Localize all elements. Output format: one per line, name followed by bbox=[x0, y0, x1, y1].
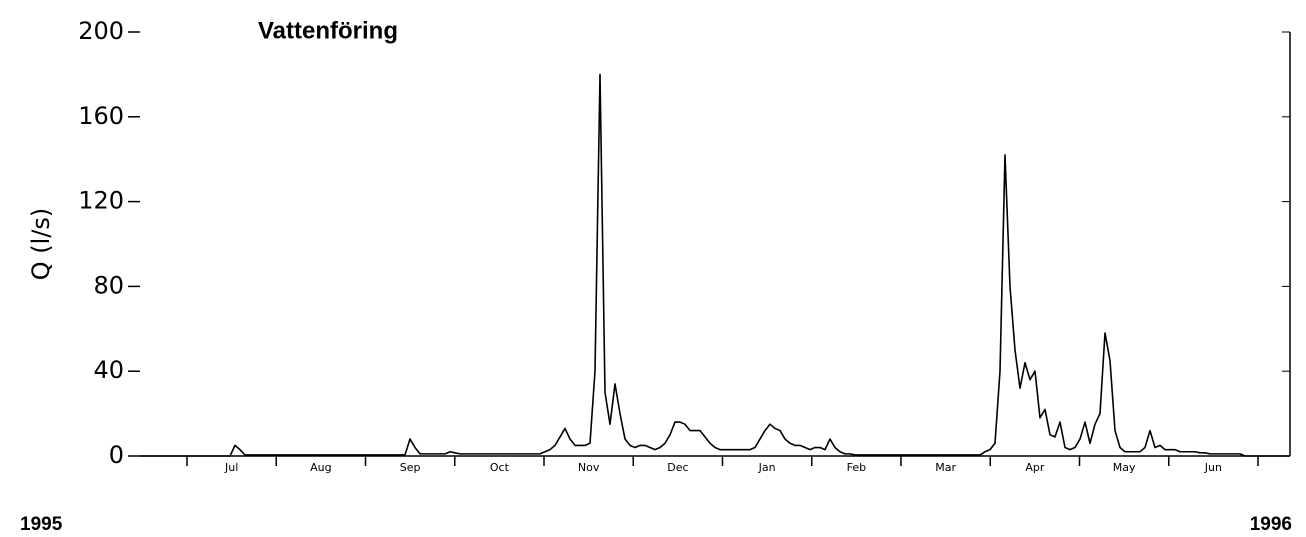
x-tick-label: Mar bbox=[935, 461, 956, 474]
x-tick-label: Oct bbox=[490, 461, 510, 474]
x-tick-label: Sep bbox=[400, 461, 421, 474]
x-tick-label: Apr bbox=[1025, 461, 1045, 474]
x-tick-label: Aug bbox=[310, 461, 331, 474]
y-axis-label: Q (l/s) bbox=[27, 208, 55, 281]
y-tick-label: 80 bbox=[93, 271, 124, 299]
y-tick-label: 40 bbox=[93, 356, 124, 384]
x-tick-label: Dec bbox=[667, 461, 688, 474]
y-tick-label: 0 bbox=[109, 441, 124, 469]
x-tick-label: May bbox=[1113, 461, 1136, 474]
x-tick-label: Jan bbox=[758, 461, 776, 474]
flow-line bbox=[140, 73, 1290, 457]
x-tick-label: Feb bbox=[847, 461, 866, 474]
x-tick-label: Jul bbox=[224, 461, 238, 474]
end-year: 1996 bbox=[1250, 514, 1292, 535]
chart-title: Vattenföring bbox=[258, 17, 398, 44]
x-tick-label: Jun bbox=[1204, 461, 1222, 474]
y-tick-label: 160 bbox=[78, 102, 124, 130]
y-tick-label: 200 bbox=[78, 17, 124, 45]
start-year: 1995 bbox=[20, 514, 63, 535]
x-tick-label: Nov bbox=[578, 461, 600, 474]
y-tick-label: 120 bbox=[78, 187, 124, 215]
